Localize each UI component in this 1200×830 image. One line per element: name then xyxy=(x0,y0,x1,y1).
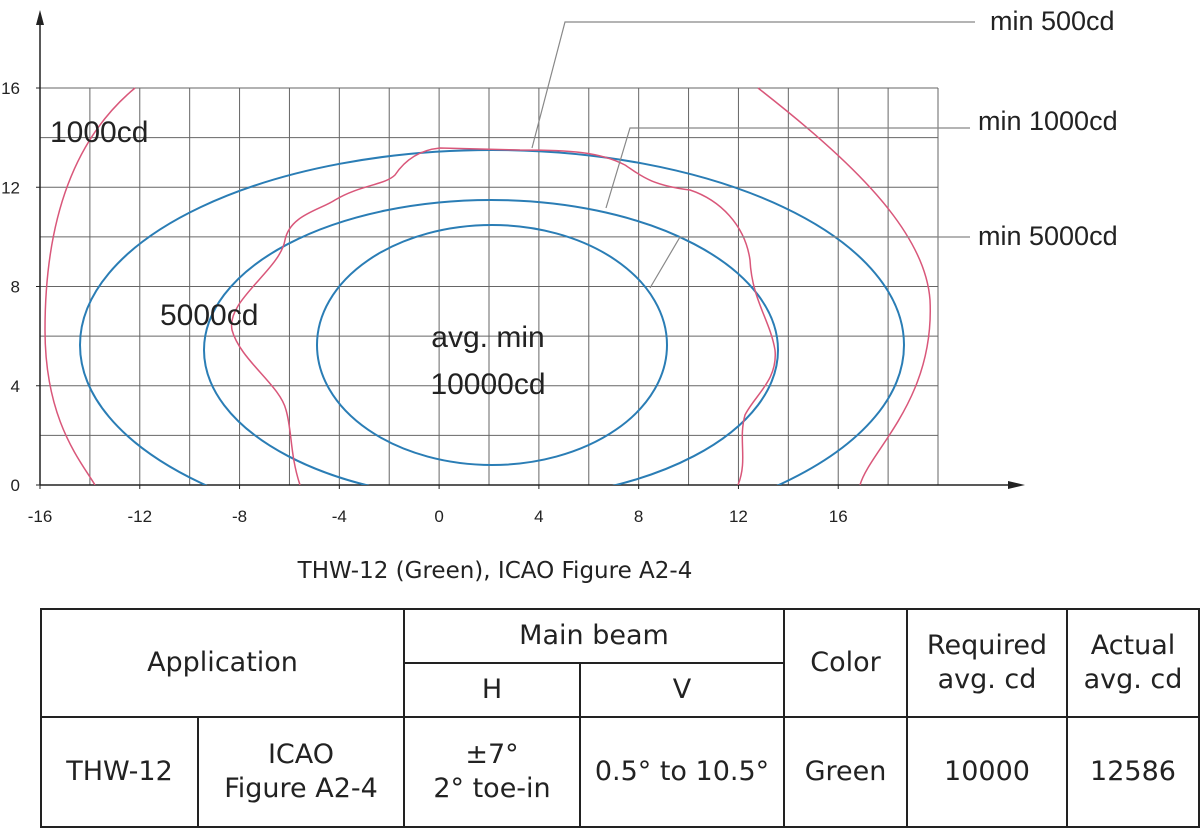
cell: ±7° 2° toe-in xyxy=(403,716,581,828)
zone-label: 1000cd xyxy=(50,116,148,149)
y-tick-label: 4 xyxy=(11,377,20,396)
header-cell: V xyxy=(579,662,785,718)
caption: THW-12 (Green), ICAO Figure A2-4 xyxy=(297,558,693,584)
header-line: avg. cd xyxy=(937,664,1037,695)
cell-line: 2° toe-in xyxy=(433,773,551,804)
y-tick-label: 8 xyxy=(11,278,20,297)
cell: 10000 xyxy=(906,716,1068,828)
measured-left xyxy=(44,87,136,485)
header-cell: Main beam xyxy=(403,608,785,664)
y-arrow xyxy=(36,10,44,25)
cell: ICAO Figure A2-4 xyxy=(197,716,405,828)
callout-line xyxy=(649,236,970,289)
header-cell: Required avg. cd xyxy=(906,608,1068,718)
contour-inner xyxy=(316,224,668,466)
isocandela-diagram: min 500cd min 1000cd min 5000cd 1000cd 5… xyxy=(1,6,1118,584)
y-tick-label: 12 xyxy=(1,178,20,197)
header-line: Actual xyxy=(1090,630,1176,662)
x-tick-label: 16 xyxy=(829,507,848,526)
callout-line xyxy=(531,21,975,149)
callout: min 5000cd xyxy=(978,221,1118,251)
header-cell: Application xyxy=(40,608,405,718)
x-tick-label: -12 xyxy=(127,507,152,526)
cell-line: ±7° xyxy=(465,739,519,771)
zone-label: 5000cd xyxy=(160,299,258,332)
header-cell: Color xyxy=(783,608,908,718)
header-cell: H xyxy=(403,662,581,718)
cell-line: ICAO xyxy=(267,739,335,771)
x-tick-label: 4 xyxy=(534,507,543,526)
x-tick-label: 0 xyxy=(434,507,443,526)
x-tick-label: 8 xyxy=(634,507,643,526)
callout: min 1000cd xyxy=(978,106,1118,136)
contour-middle xyxy=(203,199,779,485)
x-tick-label: 12 xyxy=(729,507,748,526)
callout-line xyxy=(605,127,970,209)
measured-inner xyxy=(230,147,776,485)
callout: min 500cd xyxy=(990,6,1115,36)
x-tick-label: -8 xyxy=(232,507,247,526)
zone-label: 10000cd xyxy=(430,368,545,401)
header-cell: Actual avg. cd xyxy=(1066,608,1200,718)
spec-table: Application Main beam Color Required avg.… xyxy=(40,608,1200,828)
x-tick-label: -4 xyxy=(332,507,347,526)
cell: Green xyxy=(783,716,908,828)
header-line: Required xyxy=(926,630,1048,662)
x-arrow xyxy=(1008,481,1025,489)
measured-right xyxy=(757,87,931,485)
cell: THW-12 xyxy=(40,716,199,828)
y-tick-label: 16 xyxy=(1,79,20,98)
cell: 12586 xyxy=(1066,716,1200,828)
cell: 0.5° to 10.5° xyxy=(579,716,785,828)
header-line: avg. cd xyxy=(1083,664,1183,695)
zone-label: avg. min xyxy=(431,321,544,354)
y-tick-label: 0 xyxy=(11,476,20,495)
x-tick-label: -16 xyxy=(28,507,53,526)
grid xyxy=(36,87,939,489)
cell-line: Figure A2-4 xyxy=(224,773,378,804)
